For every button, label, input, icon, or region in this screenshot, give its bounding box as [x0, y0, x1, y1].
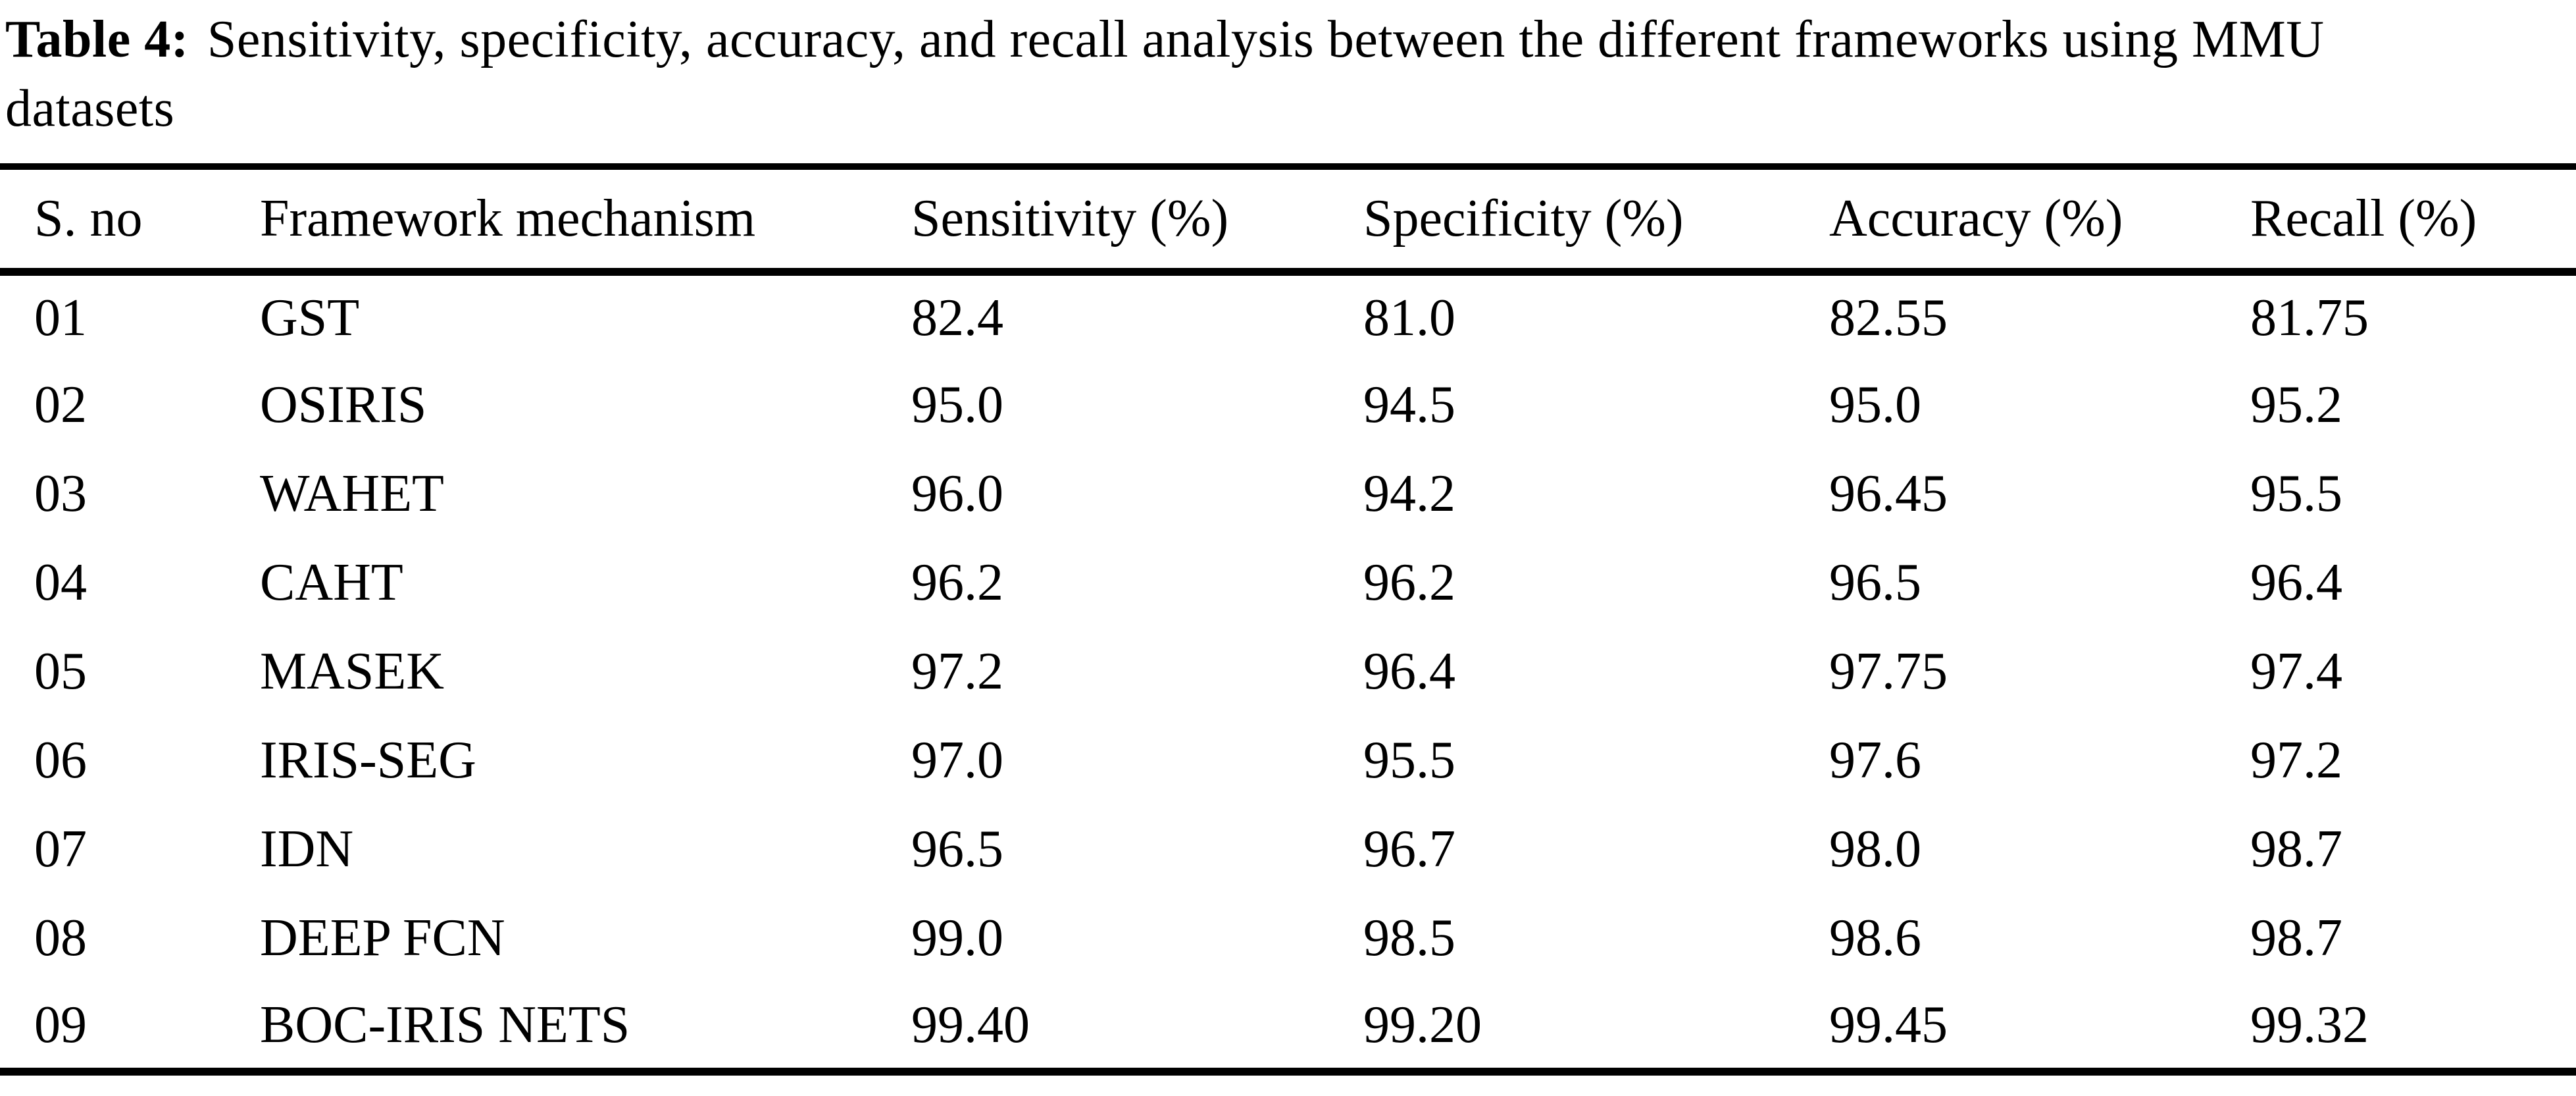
cell-specificity: 96.7 — [1363, 820, 1455, 878]
table-caption: Table 4: Sensitivity, specificity, accura… — [5, 5, 2565, 144]
cell-recall: 81.75 — [2250, 289, 2369, 347]
cell-recall: 99.32 — [2250, 996, 2369, 1054]
cell-recall: 98.7 — [2250, 820, 2342, 878]
cell-sensitivity: 82.4 — [911, 289, 1003, 347]
cell-recall: 95.2 — [2250, 376, 2342, 434]
cell-specificity: 81.0 — [1363, 289, 1455, 347]
header-row: S. no Framework mechanism Sensitivity (%… — [0, 167, 2576, 276]
header-recall: Recall (%) — [2250, 167, 2576, 276]
table-row: 02 OSIRIS 95.0 94.5 95.0 95.2 — [0, 361, 2576, 450]
header-accuracy: Accuracy (%) — [1829, 167, 2250, 276]
cell-accuracy: 96.45 — [1829, 465, 1948, 523]
cell-framework: BOC-IRIS NETS — [260, 996, 630, 1054]
cell-sensitivity: 96.5 — [911, 820, 1003, 878]
header-s-no: S. no — [0, 167, 260, 276]
cell-framework: IRIS-SEG — [260, 731, 476, 789]
header-specificity: Specificity (%) — [1363, 167, 1829, 276]
header-framework-mechanism: Framework mechanism — [260, 167, 911, 276]
cell-s-no: 09 — [34, 996, 87, 1054]
cell-framework: WAHET — [260, 465, 444, 523]
cell-s-no: 08 — [34, 909, 87, 967]
cell-specificity: 98.5 — [1363, 909, 1455, 967]
table-row: 05 MASEK 97.2 96.4 97.75 97.4 — [0, 627, 2576, 716]
cell-specificity: 99.20 — [1363, 996, 1482, 1054]
caption-text-line1: Sensitivity, specificity, accuracy, and … — [207, 11, 2325, 68]
cell-accuracy: 97.75 — [1829, 642, 1948, 700]
cell-specificity: 94.2 — [1363, 465, 1455, 523]
cell-framework: GST — [260, 289, 360, 347]
cell-s-no: 03 — [34, 465, 87, 523]
results-table: S. no Framework mechanism Sensitivity (%… — [0, 163, 2576, 1076]
cell-sensitivity: 95.0 — [911, 376, 1003, 434]
cell-recall: 98.7 — [2250, 909, 2342, 967]
cell-accuracy: 96.5 — [1829, 554, 1921, 612]
cell-specificity: 96.2 — [1363, 554, 1455, 612]
table-row: 06 IRIS-SEG 97.0 95.5 97.6 97.2 — [0, 716, 2576, 805]
cell-framework: CAHT — [260, 554, 403, 612]
cell-accuracy: 98.6 — [1829, 909, 1921, 967]
cell-specificity: 95.5 — [1363, 731, 1455, 789]
cell-recall: 95.5 — [2250, 465, 2342, 523]
cell-s-no: 06 — [34, 731, 87, 789]
cell-accuracy: 97.6 — [1829, 731, 1921, 789]
cell-s-no: 01 — [34, 289, 87, 347]
cell-recall: 97.4 — [2250, 642, 2342, 700]
cell-s-no: 04 — [34, 554, 87, 612]
cell-specificity: 96.4 — [1363, 642, 1455, 700]
cell-framework: MASEK — [260, 642, 445, 700]
cell-sensitivity: 96.2 — [911, 554, 1003, 612]
cell-framework: IDN — [260, 820, 354, 878]
caption-text-line2: datasets — [5, 80, 175, 138]
cell-framework: DEEP FCN — [260, 909, 505, 967]
table-row: 08 DEEP FCN 99.0 98.5 98.6 98.7 — [0, 894, 2576, 983]
table-row: 09 BOC-IRIS NETS 99.40 99.20 99.45 99.32 — [0, 983, 2576, 1072]
header-sensitivity: Sensitivity (%) — [911, 167, 1363, 276]
cell-s-no: 07 — [34, 820, 87, 878]
cell-specificity: 94.5 — [1363, 376, 1455, 434]
cell-sensitivity: 99.0 — [911, 909, 1003, 967]
table-row: 03 WAHET 96.0 94.2 96.45 95.5 — [0, 450, 2576, 538]
caption-label: Table 4: — [5, 11, 189, 68]
table-body: 01 GST 82.4 81.0 82.55 81.75 02 OSIRIS 9… — [0, 272, 2576, 1072]
cell-accuracy: 99.45 — [1829, 996, 1948, 1054]
table-header: S. no Framework mechanism Sensitivity (%… — [0, 167, 2576, 276]
cell-s-no: 05 — [34, 642, 87, 700]
cell-framework: OSIRIS — [260, 376, 427, 434]
table-row: 01 GST 82.4 81.0 82.55 81.75 — [0, 272, 2576, 361]
cell-accuracy: 82.55 — [1829, 289, 1948, 347]
cell-recall: 97.2 — [2250, 731, 2342, 789]
table-row: 07 IDN 96.5 96.7 98.0 98.7 — [0, 805, 2576, 894]
cell-s-no: 02 — [34, 376, 87, 434]
cell-sensitivity: 99.40 — [911, 996, 1030, 1054]
table-row: 04 CAHT 96.2 96.2 96.5 96.4 — [0, 538, 2576, 627]
cell-accuracy: 98.0 — [1829, 820, 1921, 878]
cell-accuracy: 95.0 — [1829, 376, 1921, 434]
cell-sensitivity: 96.0 — [911, 465, 1003, 523]
cell-recall: 96.4 — [2250, 554, 2342, 612]
cell-sensitivity: 97.2 — [911, 642, 1003, 700]
cell-sensitivity: 97.0 — [911, 731, 1003, 789]
